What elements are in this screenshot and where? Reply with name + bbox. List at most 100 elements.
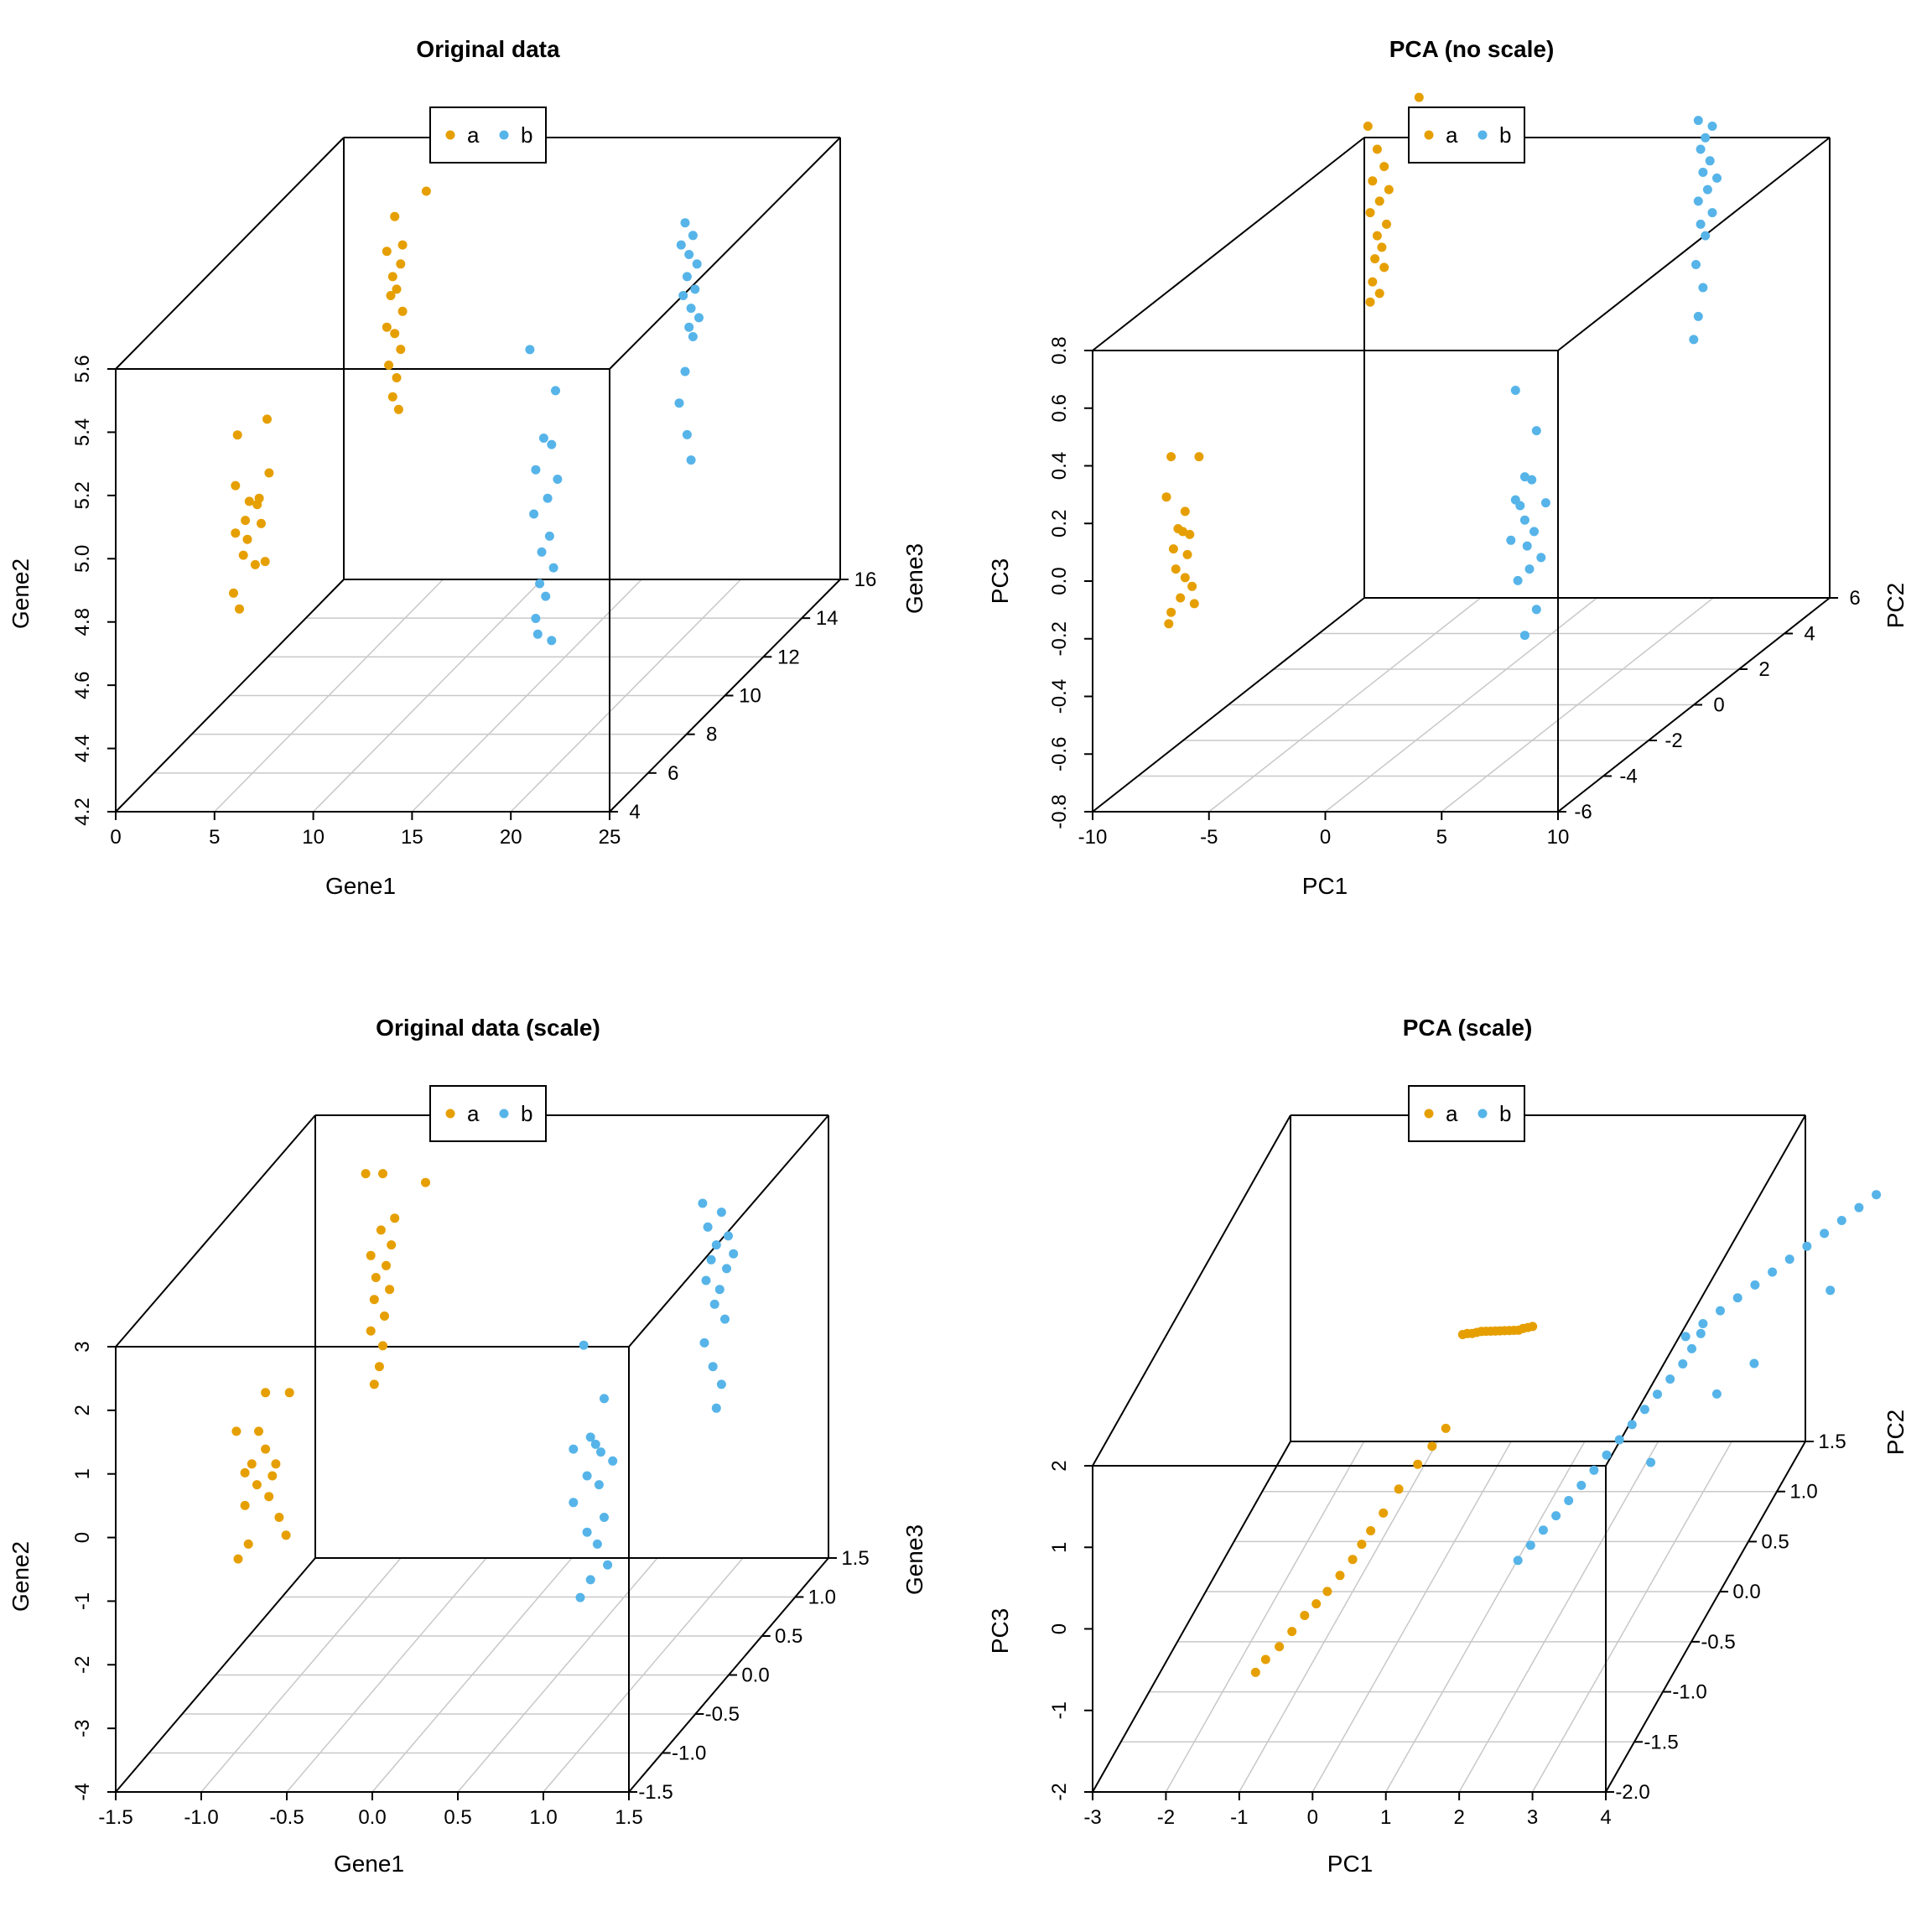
data-point-a	[366, 1326, 376, 1336]
y-axis-label: Gene2	[8, 1541, 34, 1612]
data-point-a	[1311, 1599, 1322, 1609]
data-point-a	[261, 1388, 271, 1398]
y-tick-label: -2	[71, 1656, 94, 1674]
data-point-b	[688, 332, 698, 341]
data-point-b	[594, 1480, 604, 1490]
data-point-b	[684, 250, 694, 259]
data-point-a	[238, 550, 248, 560]
z-tick-label: 0.5	[775, 1625, 802, 1648]
y-tick-label: 4.8	[71, 608, 94, 636]
z-tick-label: -1.0	[672, 1742, 706, 1765]
y-tick-label: 4.2	[71, 797, 94, 825]
data-point-a	[1379, 262, 1389, 273]
data-point-b	[1712, 173, 1722, 183]
data-point-a	[1384, 184, 1394, 195]
data-point-a	[421, 186, 431, 196]
data-point-a	[231, 1426, 242, 1436]
legend-marker-a	[445, 1109, 455, 1119]
x-tick-label: 0	[1320, 826, 1331, 849]
grid-line	[1165, 1441, 1365, 1793]
data-point-b	[1705, 156, 1715, 166]
data-point-a	[1185, 529, 1195, 539]
data-point-b	[1531, 605, 1541, 615]
data-point-a	[1379, 1508, 1389, 1518]
box-edge	[1092, 1114, 1291, 1467]
data-point-a	[397, 306, 408, 316]
data-points	[1161, 92, 1722, 641]
legend-label-a: a	[1446, 122, 1458, 148]
z-axis-label: PC2	[1883, 583, 1909, 628]
data-point-b	[1527, 475, 1537, 485]
x-tick-label: 10	[1547, 826, 1570, 849]
data-point-b	[711, 1240, 721, 1250]
grid-line	[1385, 1441, 1586, 1793]
x-axis-label: PC1	[1302, 873, 1348, 899]
data-point-b	[1519, 472, 1530, 482]
data-point-a	[1368, 176, 1378, 186]
x-tick-label: -10	[1078, 826, 1108, 849]
data-point-b	[1784, 1254, 1794, 1265]
data-point-b	[682, 272, 692, 282]
data-point-b	[680, 218, 690, 228]
data-point-a	[390, 211, 400, 221]
chart-title: Original data	[416, 36, 560, 62]
data-point-a	[361, 1169, 371, 1179]
data-point-b	[703, 1222, 713, 1232]
box-edge	[1605, 1441, 1806, 1793]
x-tick-label: -5	[1200, 826, 1218, 849]
legend-label-a: a	[1446, 1101, 1458, 1126]
box-edge	[1092, 597, 1365, 813]
data-point-b	[706, 1254, 716, 1265]
x-tick-label: -1.0	[184, 1806, 218, 1829]
x-axis-label: Gene1	[334, 1851, 404, 1877]
data-point-a	[374, 1362, 384, 1372]
data-point-a	[232, 430, 242, 440]
z-tick-label: 4	[1804, 623, 1815, 646]
data-point-a	[247, 1459, 257, 1469]
data-point-a	[1300, 1611, 1310, 1620]
y-tick-label: 3	[71, 1341, 94, 1352]
y-tick-label: -1	[1048, 1701, 1071, 1719]
data-point-a	[366, 1250, 376, 1260]
data-point-a	[387, 1240, 397, 1250]
data-point-a	[396, 259, 406, 269]
data-point-b	[1691, 260, 1701, 269]
data-point-b	[525, 345, 535, 355]
x-tick-label: 20	[500, 826, 522, 849]
y-tick-label: -0.4	[1048, 679, 1071, 714]
data-point-b	[547, 439, 557, 449]
z-tick-label: 6	[1849, 587, 1860, 610]
grid-line	[1311, 1441, 1512, 1793]
data-point-a	[1394, 1484, 1404, 1494]
data-point-b	[1687, 1343, 1696, 1353]
data-point-b	[698, 1198, 708, 1208]
data-point-a	[1180, 506, 1190, 517]
data-point-b	[1540, 498, 1550, 508]
data-point-b	[1515, 501, 1525, 511]
z-tick-label: 8	[706, 724, 717, 746]
data-point-b	[1531, 426, 1541, 436]
data-point-b	[1732, 1293, 1742, 1303]
data-point-a	[421, 1177, 430, 1187]
x-tick-label: 0	[110, 826, 121, 849]
data-point-b	[1768, 1267, 1778, 1277]
data-point-a	[1166, 607, 1176, 617]
data-point-a	[240, 1500, 250, 1510]
z-tick-label: 1.0	[808, 1587, 836, 1609]
data-point-a	[382, 247, 392, 257]
x-tick-label: 25	[599, 826, 621, 849]
x-tick-label: 3	[1527, 1806, 1538, 1829]
data-point-b	[1696, 1328, 1706, 1338]
data-point-b	[1513, 575, 1523, 585]
data-point-a	[387, 392, 397, 402]
y-tick-label: 5.4	[71, 418, 94, 446]
z-tick-label: -0.5	[1701, 1631, 1735, 1654]
legend-label-b: b	[521, 1101, 532, 1126]
data-points	[1250, 1190, 1882, 1677]
data-point-a	[240, 1467, 250, 1478]
z-tick-label: -2	[1665, 730, 1682, 752]
data-point-a	[378, 1341, 387, 1351]
data-point-a	[1372, 231, 1382, 241]
data-point-a	[1427, 1441, 1437, 1452]
